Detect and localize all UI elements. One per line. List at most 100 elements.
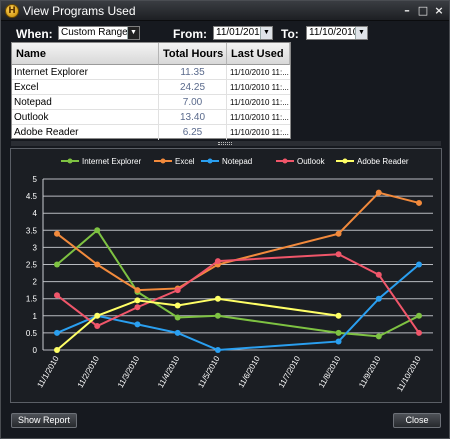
data-point <box>134 304 141 311</box>
y-tick-label: 4 <box>33 209 38 218</box>
y-tick-label: 0.5 <box>26 329 38 338</box>
legend-marker <box>67 158 73 164</box>
app-logo-icon: H <box>5 4 19 18</box>
cell-total-hours: 13.40 <box>158 110 226 125</box>
data-point <box>94 227 101 234</box>
y-tick-label: 2.5 <box>26 261 38 270</box>
cell-name: Outlook <box>14 112 49 123</box>
data-point <box>214 258 221 265</box>
table-row[interactable]: Internet Explorer 11.35 11/10/2010 11:..… <box>12 65 290 80</box>
cell-last-used: 11/10/2010 11:... <box>226 95 290 110</box>
to-date-picker[interactable]: 11/10/2010 ▼ <box>306 26 368 40</box>
y-tick-label: 3 <box>33 243 38 252</box>
cell-name: Notepad <box>14 97 52 108</box>
data-point <box>416 312 422 319</box>
data-point <box>214 312 221 319</box>
data-point <box>94 261 101 268</box>
y-tick-label: 2 <box>33 278 38 287</box>
data-point <box>134 297 141 304</box>
cell-total-hours: 11.35 <box>158 65 226 80</box>
series-line <box>56 228 420 338</box>
maximize-button[interactable]: □ <box>417 4 429 17</box>
data-point <box>335 312 342 319</box>
data-point <box>54 230 60 237</box>
table-row[interactable]: Excel 24.25 11/10/2010 11:... <box>12 80 290 95</box>
data-point <box>335 251 342 258</box>
close-window-button[interactable]: × <box>434 4 444 17</box>
series-line <box>56 253 420 334</box>
x-tick-label: 11/1/2010 <box>35 354 61 389</box>
data-point <box>375 189 382 196</box>
series-line <box>56 191 420 292</box>
y-tick-label: 0 <box>33 346 38 355</box>
y-tick-label: 4.5 <box>26 192 38 201</box>
y-tick-label: 1 <box>33 312 38 321</box>
show-report-button[interactable]: Show Report <box>11 413 77 428</box>
legend-label: Notepad <box>222 157 252 166</box>
data-point <box>375 333 382 340</box>
x-tick-label: 11/9/2010 <box>357 354 383 389</box>
minimize-button[interactable]: – <box>404 4 410 17</box>
cell-last-used: 11/10/2010 11:... <box>226 65 290 80</box>
cell-total-hours: 24.25 <box>158 80 226 95</box>
data-point <box>416 329 422 336</box>
legend-label: Internet Explorer <box>82 157 141 166</box>
table-row[interactable]: Adobe Reader 6.25 11/10/2010 11:... <box>12 125 290 140</box>
chevron-down-icon[interactable]: ▼ <box>355 27 367 39</box>
x-tick-label: 11/5/2010 <box>196 354 222 389</box>
series-line <box>56 263 420 352</box>
data-point <box>54 347 60 353</box>
table-row[interactable]: Notepad 7.00 11/10/2010 11:... <box>12 95 290 110</box>
when-label: When: <box>16 27 53 41</box>
chevron-down-icon[interactable]: ▼ <box>127 27 139 39</box>
data-point <box>174 329 181 336</box>
panel-splitter[interactable] <box>11 141 441 146</box>
cell-total-hours: 7.00 <box>158 95 226 110</box>
data-point <box>174 302 181 309</box>
cell-total-hours: 6.25 <box>158 125 226 140</box>
cell-name: Internet Explorer <box>14 67 88 78</box>
cell-name: Adobe Reader <box>14 127 79 138</box>
data-point <box>375 271 382 278</box>
series-line <box>56 297 339 351</box>
cell-last-used: 11/10/2010 11:... <box>226 80 290 95</box>
chevron-down-icon[interactable]: ▼ <box>260 27 272 39</box>
window-title: View Programs Used <box>23 4 136 18</box>
from-date-picker[interactable]: 11/01/2010 ▼ <box>213 26 273 40</box>
cell-last-used: 11/10/2010 11:... <box>226 125 290 140</box>
data-point <box>214 347 221 353</box>
y-tick-label: 5 <box>33 175 38 184</box>
x-tick-label: 11/10/2010 <box>395 354 423 393</box>
x-tick-label: 11/7/2010 <box>277 354 303 389</box>
x-tick-label: 11/3/2010 <box>116 354 142 389</box>
legend-marker <box>207 158 213 164</box>
when-select[interactable]: Custom Range ▼ <box>58 26 140 40</box>
close-button[interactable]: Close <box>393 413 441 428</box>
to-label: To: <box>281 27 299 41</box>
from-label: From: <box>173 27 207 41</box>
usage-chart-panel: 0 0.5 1 1.5 2 2.5 3 3.5 4 4.5 5 11/1/2010 11/2/2010 1… <box>10 148 442 403</box>
data-point <box>335 338 342 345</box>
from-date-value: 11/01/2010 <box>216 27 266 38</box>
legend-marker <box>282 158 288 164</box>
data-point <box>174 287 181 294</box>
column-header-total-hours[interactable]: Total Hours <box>159 43 227 65</box>
column-header-last-used[interactable]: Last Used <box>227 43 290 65</box>
data-point <box>94 312 101 319</box>
table-row[interactable]: Outlook 13.40 11/10/2010 11:... <box>12 110 290 125</box>
data-point <box>134 321 141 328</box>
data-point <box>54 261 60 268</box>
column-header-name[interactable]: Name <box>12 43 159 65</box>
data-point <box>54 292 60 299</box>
data-point <box>174 314 181 321</box>
splitter-grip-icon[interactable] <box>218 142 232 145</box>
legend-label: Adobe Reader <box>357 157 409 166</box>
legend-marker <box>342 158 348 164</box>
data-point <box>54 329 60 336</box>
x-tick-label: 11/8/2010 <box>317 354 343 389</box>
y-tick-label: 1.5 <box>26 295 38 304</box>
to-date-value: 11/10/2010 <box>309 27 359 38</box>
usage-line-chart: 0 0.5 1 1.5 2 2.5 3 3.5 4 4.5 5 11/1/2010 11/2/2010 1… <box>26 157 433 393</box>
legend-marker <box>160 158 166 164</box>
